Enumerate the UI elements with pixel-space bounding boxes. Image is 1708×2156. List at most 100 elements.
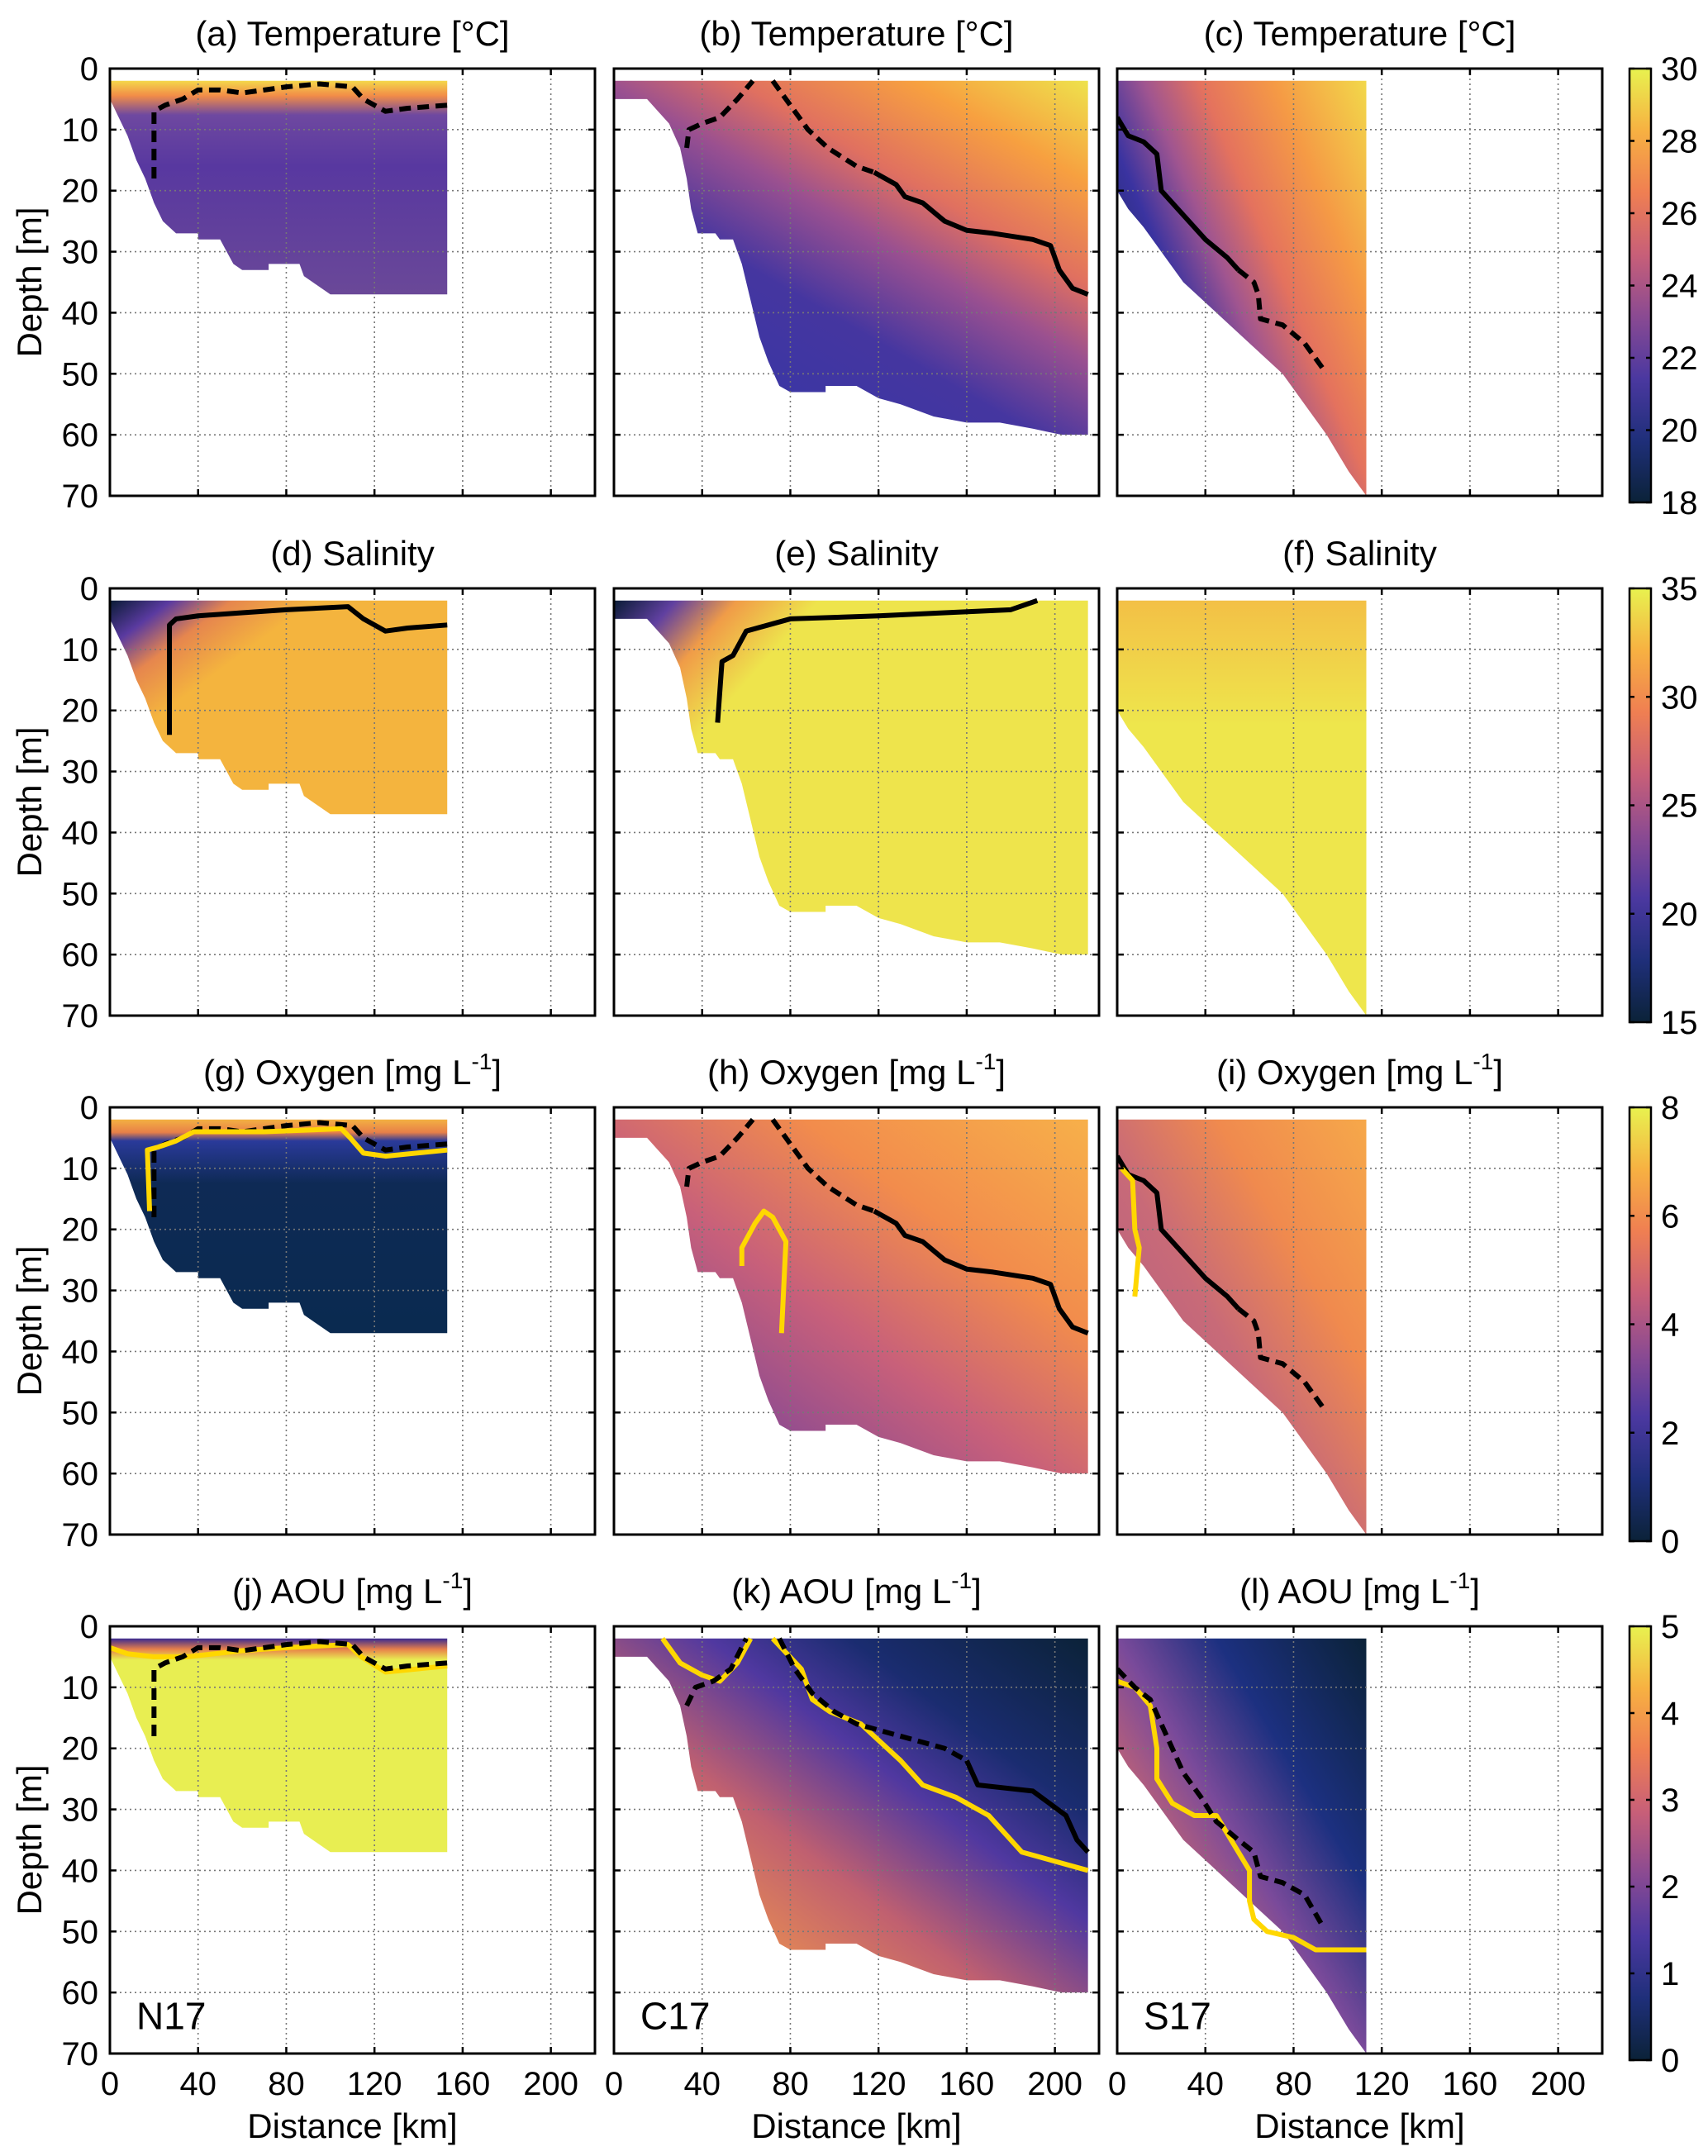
colorbar-tick-label: 1 [1661, 1956, 1679, 1992]
panel-j: (j) AOU [mg L-1] 0 10 20 30 40 50 60 70 Depth [m]… [10, 1568, 597, 2145]
plot-layer: (a) Temperature [°C]010203040506070Depth… [10, 14, 1698, 2145]
black-dashed-contour [1117, 1667, 1325, 1927]
x-tick-label: 200 [1530, 2066, 1586, 2102]
title-text-end: ] [1470, 1572, 1480, 1611]
x-tick-label: 80 [1275, 2066, 1312, 2102]
panel-l: (l) AOU [mg L-1] 0 40 80 120 160 200 Distance [… [1108, 1568, 1604, 2145]
x-axis-label: Distance [km] [1254, 2106, 1464, 2145]
yellow-solid-contour [770, 1636, 1089, 1873]
panel-h: (h) Oxygen [mg L-1] [612, 1049, 1101, 1536]
x-tick-label: 200 [523, 2066, 578, 2102]
colorbar-tick-label: 2 [1661, 1869, 1679, 1906]
y-tick-label: 30 [62, 754, 99, 791]
panel-f: (f) Salinity [1116, 534, 1604, 1017]
panel-title: (e) Salinity [774, 534, 938, 573]
y-tick-label: 70 [62, 998, 99, 1035]
y-tick-label: 0 [80, 1609, 98, 1645]
y-tick-label: 70 [62, 1517, 99, 1554]
panel-d: (d) Salinity 0 10 20 30 40 50 60 70 Depth [m] [10, 534, 597, 1035]
x-tick-label: 40 [683, 2066, 721, 2102]
field-l [1117, 1638, 1367, 2054]
section-label: N17 [136, 1994, 206, 2037]
title-text-end: ] [1493, 1053, 1503, 1092]
title-superscript: -1 [951, 1568, 972, 1593]
yellow-solid-contour [1120, 1166, 1142, 1297]
black-dashed-contour [684, 1117, 755, 1187]
axes-frame [1116, 587, 1604, 1017]
field-c [1117, 80, 1367, 496]
y-axis-label: Depth [m] [10, 1245, 49, 1396]
panel-title: (k) AOU [mg L-1] [731, 1568, 982, 1611]
colorbar-temperature: 18 20 22 24 26 28 30 [1628, 51, 1698, 521]
colorbar-salinity: 15 20 25 30 35 [1628, 571, 1698, 1041]
y-tick-label: 10 [62, 1151, 99, 1187]
y-tick-label: 20 [62, 174, 99, 210]
title-text: (i) Oxygen [mg L [1216, 1053, 1472, 1092]
y-tick-label: 0 [80, 1090, 98, 1126]
colorbar-tick-label: 4 [1661, 1696, 1679, 1732]
panel-b: (b) Temperature [°C] [612, 14, 1101, 497]
title-text: (g) Oxygen [mg L [203, 1053, 471, 1092]
black-dashed-contour [1236, 1306, 1325, 1408]
colorbar-tick-label: 6 [1661, 1198, 1679, 1235]
colorbar-tick-label: 25 [1661, 788, 1698, 825]
black-solid-contour [873, 1208, 1089, 1336]
title-superscript: -1 [471, 1049, 492, 1074]
x-tick-label: 120 [851, 2066, 906, 2102]
y-tick-label: 60 [62, 1975, 99, 2011]
colorbar-tick-label: 24 [1661, 269, 1698, 305]
x-tick-label: 120 [1354, 2066, 1410, 2102]
title-superscript: -1 [1449, 1568, 1470, 1593]
colorbar-tick-label: 22 [1661, 340, 1698, 377]
y-tick-label: 10 [62, 1670, 99, 1706]
x-axis-label: Distance [km] [751, 2106, 961, 2145]
x-tick-label: 200 [1027, 2066, 1082, 2102]
colorbar-gradient [1628, 1625, 1653, 2062]
axes-frame [108, 1625, 597, 2055]
black-dashed-contour [684, 1637, 749, 1707]
title-text-end: ] [996, 1053, 1006, 1092]
black-dashed-contour [770, 79, 875, 175]
axes-frame [108, 67, 597, 497]
colorbar-tick-label: 20 [1661, 413, 1698, 450]
axes-frame [612, 67, 1101, 497]
title-superscript: -1 [1472, 1049, 1493, 1074]
y-axis-label: Depth [m] [10, 207, 49, 357]
y-tick-label: 30 [62, 1273, 99, 1310]
title-text: (j) AOU [mg L [232, 1572, 442, 1611]
title-text: (f) Salinity [1282, 534, 1437, 573]
title-superscript: -1 [975, 1049, 996, 1074]
section-label: C17 [640, 1994, 710, 2037]
x-axis-label: Distance [km] [247, 2106, 457, 2145]
panel-e: (e) Salinity [612, 534, 1101, 1017]
y-tick-label: 40 [62, 1334, 99, 1370]
axes-frame [612, 1106, 1101, 1536]
y-tick-label: 10 [62, 112, 99, 149]
y-tick-label: 30 [62, 1792, 99, 1829]
colorbar-tick-label: 4 [1661, 1307, 1679, 1344]
colorbar-tick-label: 26 [1661, 196, 1698, 232]
x-tick-label: 40 [1187, 2066, 1224, 2102]
panel-title: (g) Oxygen [mg L-1] [203, 1049, 502, 1092]
black-dashed-contour [151, 1639, 448, 1736]
colorbar-tick-label: 28 [1661, 124, 1698, 160]
colorbar-tick-label: 20 [1661, 897, 1698, 933]
black-dashed-contour [151, 1120, 448, 1217]
y-tick-label: 50 [62, 876, 99, 912]
black-solid-contour [964, 1759, 1090, 1854]
field-g [110, 1119, 448, 1334]
black-dashed-contour [770, 1118, 875, 1214]
panel-i: (i) Oxygen [mg L-1] [1116, 1049, 1604, 1536]
x-tick-label: 160 [435, 2066, 491, 2102]
panel-title: (f) Salinity [1282, 534, 1437, 573]
panel-title: (h) Oxygen [mg L-1] [707, 1049, 1006, 1092]
y-tick-label: 60 [62, 1456, 99, 1492]
panel-g: (g) Oxygen [mg L-1] 0 10 20 30 40 50 60 70 Depth … [10, 1049, 597, 1554]
colorbar-tick-label: 2 [1661, 1416, 1679, 1452]
title-text: (l) AOU [mg L [1239, 1572, 1449, 1611]
panel-title: (a) Temperature [°C] [195, 14, 509, 53]
field-d [110, 600, 448, 815]
colorbar-tick-label: 3 [1661, 1782, 1679, 1819]
colorbar-oxygen: 0 2 4 6 8 [1628, 1090, 1679, 1560]
title-text-end: ] [463, 1572, 473, 1611]
